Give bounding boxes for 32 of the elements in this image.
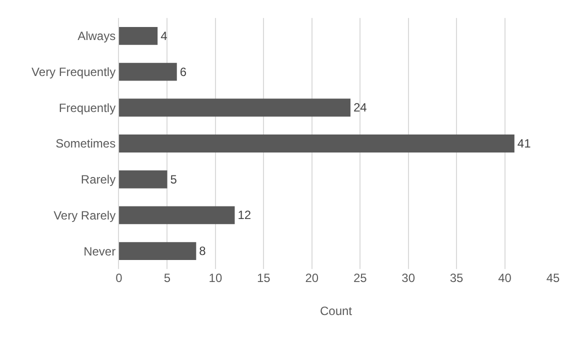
bar: [119, 170, 168, 188]
y-tick-label: Very Rarely: [54, 208, 116, 222]
bar: [119, 242, 196, 260]
bar: [119, 206, 235, 224]
x-tick-label: 45: [546, 271, 560, 285]
data-label: 5: [170, 172, 178, 186]
data-label: 6: [180, 64, 187, 79]
bar: [119, 62, 177, 81]
x-tick-label: 15: [256, 271, 271, 285]
x-tick-label: 5: [164, 271, 171, 285]
x-tick-label: 25: [353, 271, 368, 285]
x-tick-label: 35: [450, 271, 464, 285]
y-tick-label: Frequently: [58, 100, 116, 115]
bar: [119, 98, 350, 117]
x-tick-label: 40: [498, 271, 512, 285]
x-tick-label: 10: [208, 271, 222, 285]
y-tick-label: Very Frequently: [32, 64, 116, 79]
x-tick-label: 20: [305, 271, 319, 285]
data-label: 41: [517, 136, 532, 150]
x-tick-label: 0: [116, 271, 123, 285]
x-tick-label: 30: [402, 271, 416, 285]
x-axis-title: Count: [320, 304, 353, 318]
bar: [119, 26, 158, 45]
data-label: 4: [160, 28, 168, 43]
data-label: 12: [238, 208, 252, 222]
bar: [119, 134, 514, 152]
y-tick-label: Always: [78, 29, 116, 44]
data-label: 8: [199, 244, 206, 258]
y-tick-label: Rarely: [80, 172, 116, 187]
data-label: 24: [353, 100, 368, 115]
y-tick-label: Never: [84, 244, 116, 258]
y-tick-label: Sometimes: [56, 136, 116, 151]
